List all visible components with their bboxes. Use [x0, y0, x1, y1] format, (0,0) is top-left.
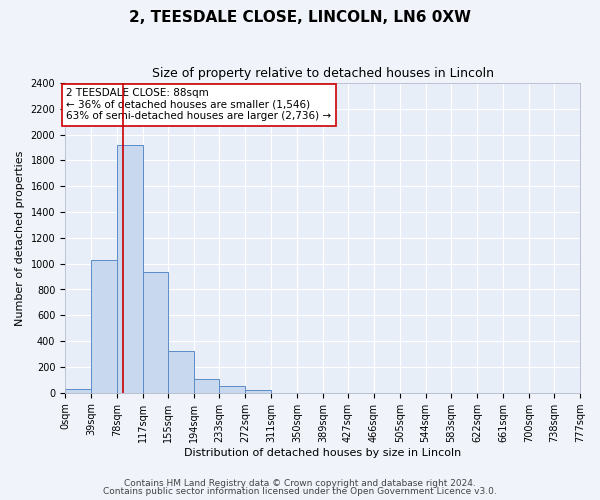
Bar	[220, 386, 245, 392]
Y-axis label: Number of detached properties: Number of detached properties	[15, 150, 25, 326]
Text: 2, TEESDALE CLOSE, LINCOLN, LN6 0XW: 2, TEESDALE CLOSE, LINCOLN, LN6 0XW	[129, 10, 471, 25]
Text: Contains HM Land Registry data © Crown copyright and database right 2024.: Contains HM Land Registry data © Crown c…	[124, 478, 476, 488]
Text: 2 TEESDALE CLOSE: 88sqm
← 36% of detached houses are smaller (1,546)
63% of semi: 2 TEESDALE CLOSE: 88sqm ← 36% of detache…	[67, 88, 331, 122]
Text: Contains public sector information licensed under the Open Government Licence v3: Contains public sector information licen…	[103, 487, 497, 496]
Bar	[65, 390, 91, 392]
Title: Size of property relative to detached houses in Lincoln: Size of property relative to detached ho…	[152, 68, 494, 80]
Bar	[91, 260, 117, 392]
X-axis label: Distribution of detached houses by size in Lincoln: Distribution of detached houses by size …	[184, 448, 461, 458]
Bar	[168, 352, 194, 393]
Bar	[194, 379, 220, 392]
Bar	[245, 390, 271, 392]
Bar	[143, 272, 168, 392]
Bar	[117, 145, 143, 392]
